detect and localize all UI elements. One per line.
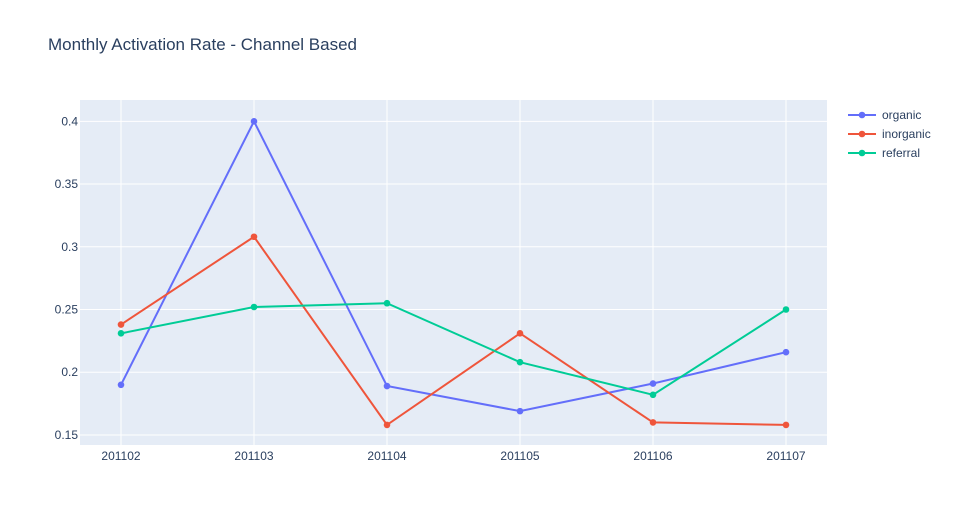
x-tick-label: 201105 bbox=[500, 449, 539, 463]
series-group bbox=[117, 118, 790, 429]
data-point[interactable] bbox=[383, 382, 391, 390]
data-point[interactable] bbox=[516, 330, 524, 337]
x-tick-label: 201102 bbox=[101, 449, 140, 463]
series-inorganic bbox=[117, 233, 790, 429]
data-point[interactable] bbox=[383, 421, 391, 429]
series-line bbox=[120, 119, 787, 413]
legend-label: referral bbox=[882, 146, 920, 160]
data-point[interactable] bbox=[117, 330, 125, 337]
series-line bbox=[120, 302, 787, 396]
legend-item-referral[interactable]: referral bbox=[848, 146, 920, 160]
y-tick-label: 0.15 bbox=[55, 428, 79, 442]
y-axis: 0.15 0.2 0.25 0.3 0.35 0.4 bbox=[55, 114, 79, 442]
data-point[interactable] bbox=[516, 407, 524, 415]
y-tick-label: 0.3 bbox=[61, 240, 78, 254]
data-point[interactable] bbox=[250, 303, 258, 311]
data-point[interactable] bbox=[516, 358, 524, 366]
x-axis: 201102 201103 201104 201105 201106 201107 bbox=[101, 449, 805, 463]
legend-item-organic[interactable]: organic bbox=[848, 108, 921, 122]
legend[interactable]: organic inorganic referral bbox=[848, 108, 931, 160]
legend-marker bbox=[858, 130, 866, 138]
y-tick-label: 0.2 bbox=[61, 365, 78, 379]
data-point[interactable] bbox=[117, 381, 125, 389]
y-tick-label: 0.25 bbox=[55, 303, 79, 317]
series-organic bbox=[117, 118, 790, 415]
data-point[interactable] bbox=[250, 118, 258, 125]
data-point[interactable] bbox=[250, 233, 258, 241]
series-line bbox=[120, 235, 787, 427]
data-point[interactable] bbox=[782, 306, 790, 313]
data-point[interactable] bbox=[117, 321, 125, 328]
y-tick-label: 0.35 bbox=[55, 177, 79, 191]
x-tick-label: 201106 bbox=[633, 449, 672, 463]
x-tick-label: 201104 bbox=[367, 449, 406, 463]
legend-label: inorganic bbox=[882, 127, 931, 141]
grid-lines bbox=[80, 100, 827, 445]
data-point[interactable] bbox=[649, 380, 657, 387]
x-tick-label: 201107 bbox=[766, 449, 805, 463]
data-point[interactable] bbox=[782, 348, 790, 356]
legend-marker bbox=[858, 111, 866, 119]
x-tick-label: 201103 bbox=[234, 449, 273, 463]
plot-area bbox=[80, 100, 827, 445]
legend-item-inorganic[interactable]: inorganic bbox=[848, 127, 931, 141]
legend-label: organic bbox=[882, 108, 921, 122]
data-point[interactable] bbox=[782, 421, 790, 429]
data-point[interactable] bbox=[649, 391, 657, 399]
legend-marker bbox=[858, 149, 866, 157]
y-tick-label: 0.4 bbox=[61, 114, 78, 128]
data-point[interactable] bbox=[649, 419, 657, 426]
series-referral bbox=[117, 299, 790, 399]
data-point[interactable] bbox=[383, 299, 391, 307]
chart-title: Monthly Activation Rate - Channel Based bbox=[48, 35, 357, 54]
